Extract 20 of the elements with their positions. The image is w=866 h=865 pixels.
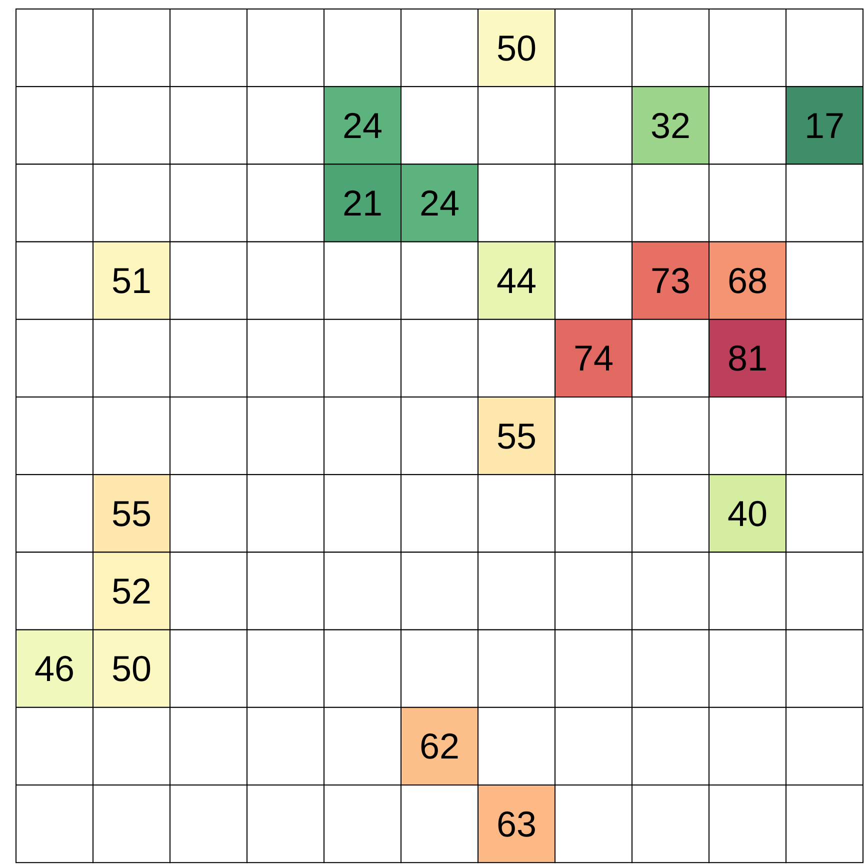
data-label: 32 [650, 104, 691, 146]
data-label: 40 [727, 492, 768, 534]
data-label: 74 [573, 338, 614, 379]
data-label: 50 [111, 648, 152, 690]
data-label: 51 [111, 260, 152, 302]
data-label: 46 [34, 648, 75, 690]
data-label: 73 [650, 260, 691, 302]
data-label: 55 [111, 492, 152, 534]
data-label: 50 [496, 27, 537, 68]
data-label: 21 [342, 182, 383, 224]
data-label: 81 [727, 338, 768, 379]
data-label: 52 [111, 570, 152, 612]
data-label: 24 [419, 182, 460, 224]
data-label: 62 [419, 726, 460, 767]
data-label: 68 [727, 260, 768, 302]
data-label: 17 [804, 104, 845, 146]
data-label: 55 [496, 415, 537, 456]
data-label: 44 [496, 260, 537, 302]
data-label: 24 [342, 104, 383, 146]
data-label: 63 [496, 803, 537, 844]
